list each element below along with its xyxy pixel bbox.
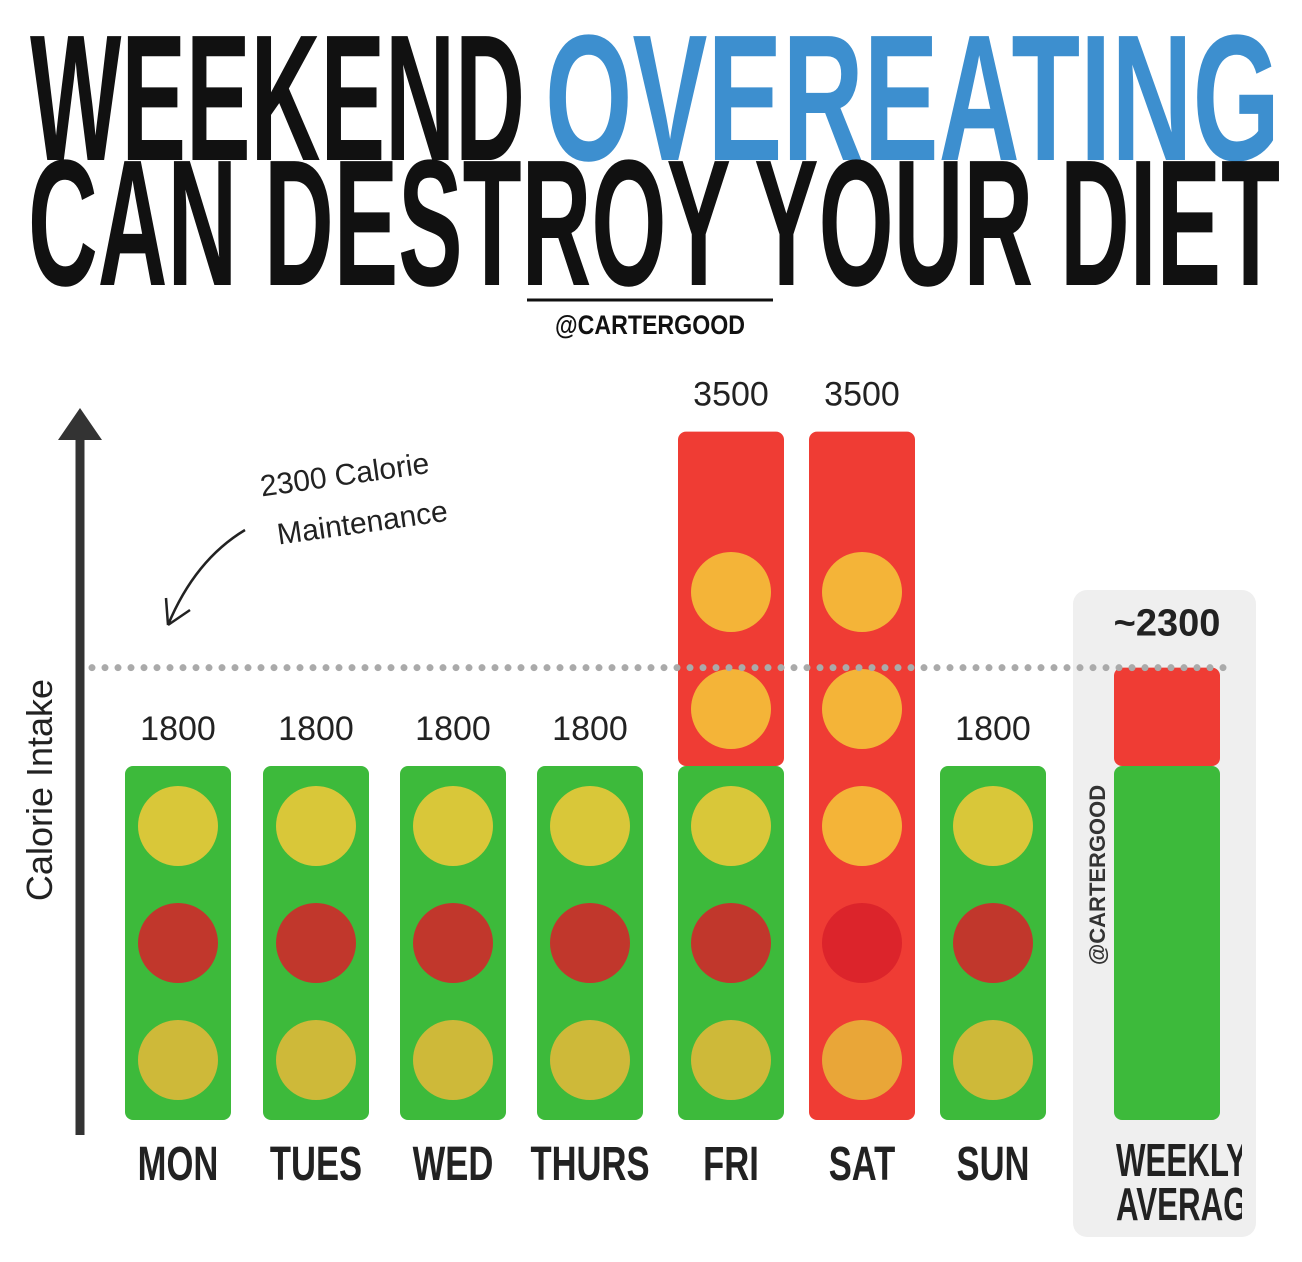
icon	[691, 1020, 771, 1100]
icon	[413, 786, 493, 866]
icon	[413, 903, 493, 983]
icon	[822, 1020, 902, 1100]
value-label: 3500	[693, 376, 769, 414]
icon	[138, 903, 218, 983]
title-line: CAN DESTROY YOUR DIET	[28, 123, 1280, 324]
title-highlight: OVEREATING	[545, 0, 1280, 199]
icon	[550, 786, 630, 866]
icon	[822, 903, 902, 983]
icon	[822, 786, 902, 866]
bar-segment	[809, 431, 915, 1121]
icon	[953, 1020, 1033, 1100]
annotation-arrow	[164, 528, 246, 627]
value-label: 3500	[824, 376, 900, 414]
x-tick-label: WED	[413, 1138, 494, 1191]
icon	[550, 903, 630, 983]
icon	[276, 1020, 356, 1100]
icon	[276, 903, 356, 983]
bar-segment	[1114, 667, 1220, 766]
bar-segment	[1114, 766, 1220, 1120]
icon	[691, 669, 771, 749]
x-tick-label: THURS	[530, 1138, 649, 1191]
icon	[550, 1020, 630, 1100]
icon	[413, 1020, 493, 1100]
icon	[953, 786, 1033, 866]
credit: @CARTERGOOD	[555, 310, 745, 340]
icon	[953, 903, 1033, 983]
icon	[691, 786, 771, 866]
x-tick-label: SAT	[829, 1138, 896, 1191]
icon	[691, 552, 771, 632]
value-label: 1800	[278, 710, 354, 748]
value-label: 1800	[140, 710, 216, 748]
value-label: ~2300	[1114, 603, 1221, 645]
icon	[138, 1020, 218, 1100]
value-label: 1800	[955, 710, 1031, 748]
x-tick-label: TUES	[270, 1138, 362, 1191]
watermark: @CARTERGOOD	[1085, 785, 1110, 965]
x-tick-label: FRI	[703, 1138, 759, 1191]
title-part: WEEKEND	[30, 0, 525, 199]
value-label: 1800	[415, 710, 491, 748]
x-tick-label: WEEKLY AVERAGE	[1116, 1138, 1242, 1230]
x-tick-label: SUN	[957, 1138, 1030, 1191]
value-label: 1800	[552, 710, 628, 748]
icon	[138, 786, 218, 866]
x-tick-label-box: WEEKLY AVERAGE	[1116, 1138, 1242, 1230]
x-tick-label: MON	[138, 1138, 219, 1191]
icon	[822, 669, 902, 749]
icon	[822, 552, 902, 632]
icon	[276, 786, 356, 866]
y-axis-arrow	[58, 408, 102, 440]
y-axis-label: Calorie Intake	[19, 679, 60, 901]
icon	[691, 903, 771, 983]
